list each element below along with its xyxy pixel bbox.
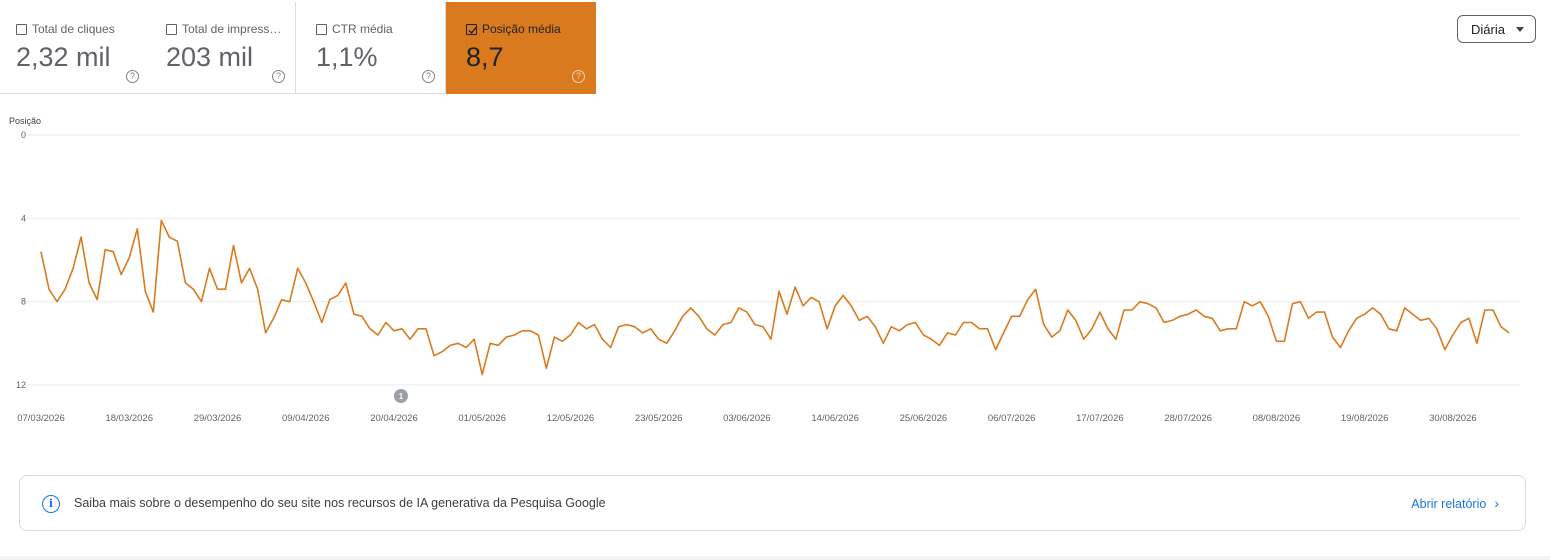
metric-value: 203 mil [166,42,254,72]
annotation-label: 1 [399,392,404,401]
metric-label: Posição média [482,22,561,36]
metric-label: Total de cliques [32,22,115,36]
y-axis-label: Posição [9,116,41,126]
chevron-right-icon: › [1494,495,1499,511]
x-tick-label: 28/07/2026 [1164,413,1212,424]
grid-lines [22,134,1520,386]
metric-card-impressions[interactable]: Total de impressões 203 mil ? [146,2,296,94]
open-report-label: Abrir relatório [1411,497,1487,511]
annotation-marker[interactable]: 1 [393,389,408,403]
position-line-chart: Posição 0 4 8 12 07/03/2026 18/03/2026 29/03/… [9,116,1520,424]
x-tick-label: 09/04/2026 [282,413,330,424]
x-tick-label: 17/07/2026 [1076,413,1124,424]
help-icon[interactable]: ? [126,70,139,83]
annotation-badge[interactable] [393,389,408,403]
help-icon[interactable]: ? [272,70,285,83]
x-tick-label: 30/08/2026 [1429,413,1477,424]
series-line-position [40,219,1510,376]
metric-card-clicks[interactable]: Total de cliques 2,32 mil ? [0,2,150,94]
y-tick-label: 8 [21,297,26,307]
x-ticks: 07/03/2026 18/03/2026 29/03/2026 09/04/2026… [17,413,1476,424]
x-tick-label: 07/03/2026 [17,413,65,424]
x-tick-label: 20/04/2026 [370,413,418,424]
x-tick-label: 06/07/2026 [988,413,1036,424]
position-checkbox[interactable] [466,24,477,35]
clicks-checkbox[interactable] [16,24,27,35]
x-tick-label: 19/08/2026 [1341,413,1389,424]
open-report-link[interactable]: Abrir relatório › [1411,495,1499,511]
metric-label: CTR média [332,22,393,36]
y-tick-label: 0 [21,130,26,140]
period-dropdown[interactable]: Diária [1457,15,1536,43]
x-tick-label: 23/05/2026 [635,413,683,424]
metric-card-ctr[interactable]: CTR média 1,1% ? [296,2,446,94]
metric-value: 2,32 mil [16,42,111,72]
x-tick-label: 08/08/2026 [1253,413,1301,424]
impressions-checkbox[interactable] [166,24,177,35]
y-tick-label: 4 [21,213,26,223]
x-tick-label: 01/05/2026 [458,413,506,424]
caret-down-icon [1516,27,1524,32]
x-tick-label: 12/05/2026 [547,413,595,424]
x-tick-label: 29/03/2026 [194,413,242,424]
info-icon: i [42,495,60,513]
metric-value: 1,1% [316,42,378,72]
x-tick-label: 18/03/2026 [105,413,153,424]
y-tick-label: 12 [16,380,26,390]
metric-value: 8,7 [466,42,504,72]
x-tick-label: 03/06/2026 [723,413,771,424]
x-tick-label: 14/06/2026 [811,413,859,424]
help-icon[interactable]: ? [572,70,585,83]
y-ticks: 0 4 8 12 [16,130,26,390]
metric-label: Total de impressões [182,22,286,36]
x-tick-label: 25/06/2026 [900,413,948,424]
checkmark-icon [468,27,477,35]
period-label: Diária [1471,22,1505,37]
metric-card-position[interactable]: Posição média 8,7 ? [446,2,596,94]
ai-info-banner: i Saiba mais sobre o desempenho do seu s… [19,475,1526,531]
help-icon[interactable]: ? [422,70,435,83]
ctr-checkbox[interactable] [316,24,327,35]
banner-message: Saiba mais sobre o desempenho do seu sit… [74,496,606,510]
